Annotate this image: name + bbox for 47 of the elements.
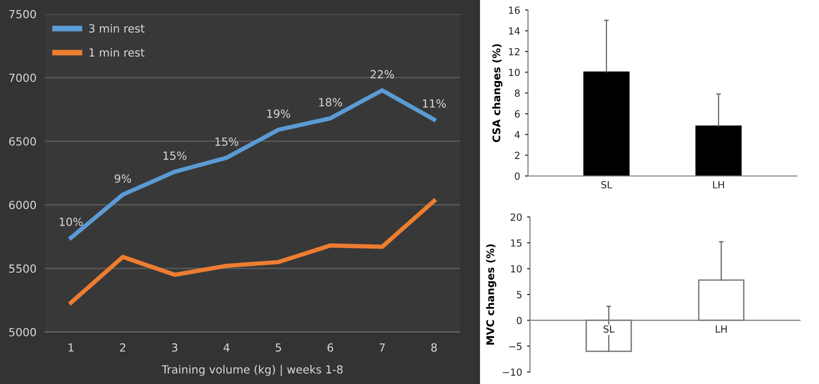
x-tick-label: 5 — [276, 343, 281, 352]
annotation: 18% — [319, 98, 342, 106]
y-tick-label: 14 — [509, 27, 520, 34]
y-tick-label: 15 — [511, 239, 522, 247]
x-tick-label: LH — [713, 181, 724, 188]
x-tick-label: 8 — [431, 343, 437, 352]
y-tick-label: 7500 — [9, 10, 36, 18]
y-tick-label: −5 — [509, 342, 522, 350]
x-axis-title: Training volume (kg) | weeks 1-8 — [162, 364, 343, 376]
legend-label: 1 min rest — [90, 48, 144, 57]
y-tick-label: 2 — [514, 152, 520, 159]
x-tick-label: 3 — [172, 343, 178, 352]
y-axis-title: CSA changes (%) — [492, 44, 502, 142]
annotation: 22% — [370, 70, 394, 78]
x-tick-label: 2 — [120, 343, 126, 352]
y-tick-label: 6000 — [9, 200, 36, 210]
y-tick-label: 12 — [509, 48, 520, 56]
y-tick-label: 5500 — [9, 264, 36, 273]
y-tick-label: 4 — [514, 131, 520, 138]
annotation: 9% — [114, 174, 132, 183]
y-tick-label: 7000 — [9, 74, 36, 82]
y-tick-label: 10 — [511, 265, 522, 272]
x-tick-label: LH — [716, 325, 727, 333]
y-tick-label: 0 — [514, 172, 520, 180]
y-tick-label: 10 — [509, 68, 520, 76]
y-tick-label: 5 — [516, 291, 522, 298]
annotation: 15% — [215, 137, 238, 146]
y-tick-label: 6 — [514, 110, 520, 118]
x-tick-label: SL — [601, 181, 612, 188]
annotation: 19% — [267, 109, 290, 118]
y-axis-title: MVC changes (%) — [486, 244, 496, 345]
annotation: 15% — [164, 151, 186, 160]
y-tick-label: 8 — [514, 89, 520, 97]
annotation: 10% — [60, 218, 83, 226]
x-tick-label: 6 — [328, 343, 334, 352]
x-tick-label: 4 — [224, 343, 230, 352]
x-tick-label: 7 — [380, 343, 385, 352]
y-tick-label: −10 — [502, 368, 522, 376]
y-tick-label: 20 — [510, 213, 522, 221]
legend-label: 3 min rest — [89, 24, 144, 33]
x-tick-label: 1 — [68, 343, 74, 352]
y-tick-label: 5000 — [9, 328, 36, 336]
y-tick-label: 6500 — [9, 137, 36, 146]
y-tick-label: 0 — [516, 316, 522, 324]
x-tick-label: SL — [604, 325, 614, 333]
annotation: 11% — [422, 99, 446, 108]
y-tick-label: 16 — [509, 6, 520, 14]
